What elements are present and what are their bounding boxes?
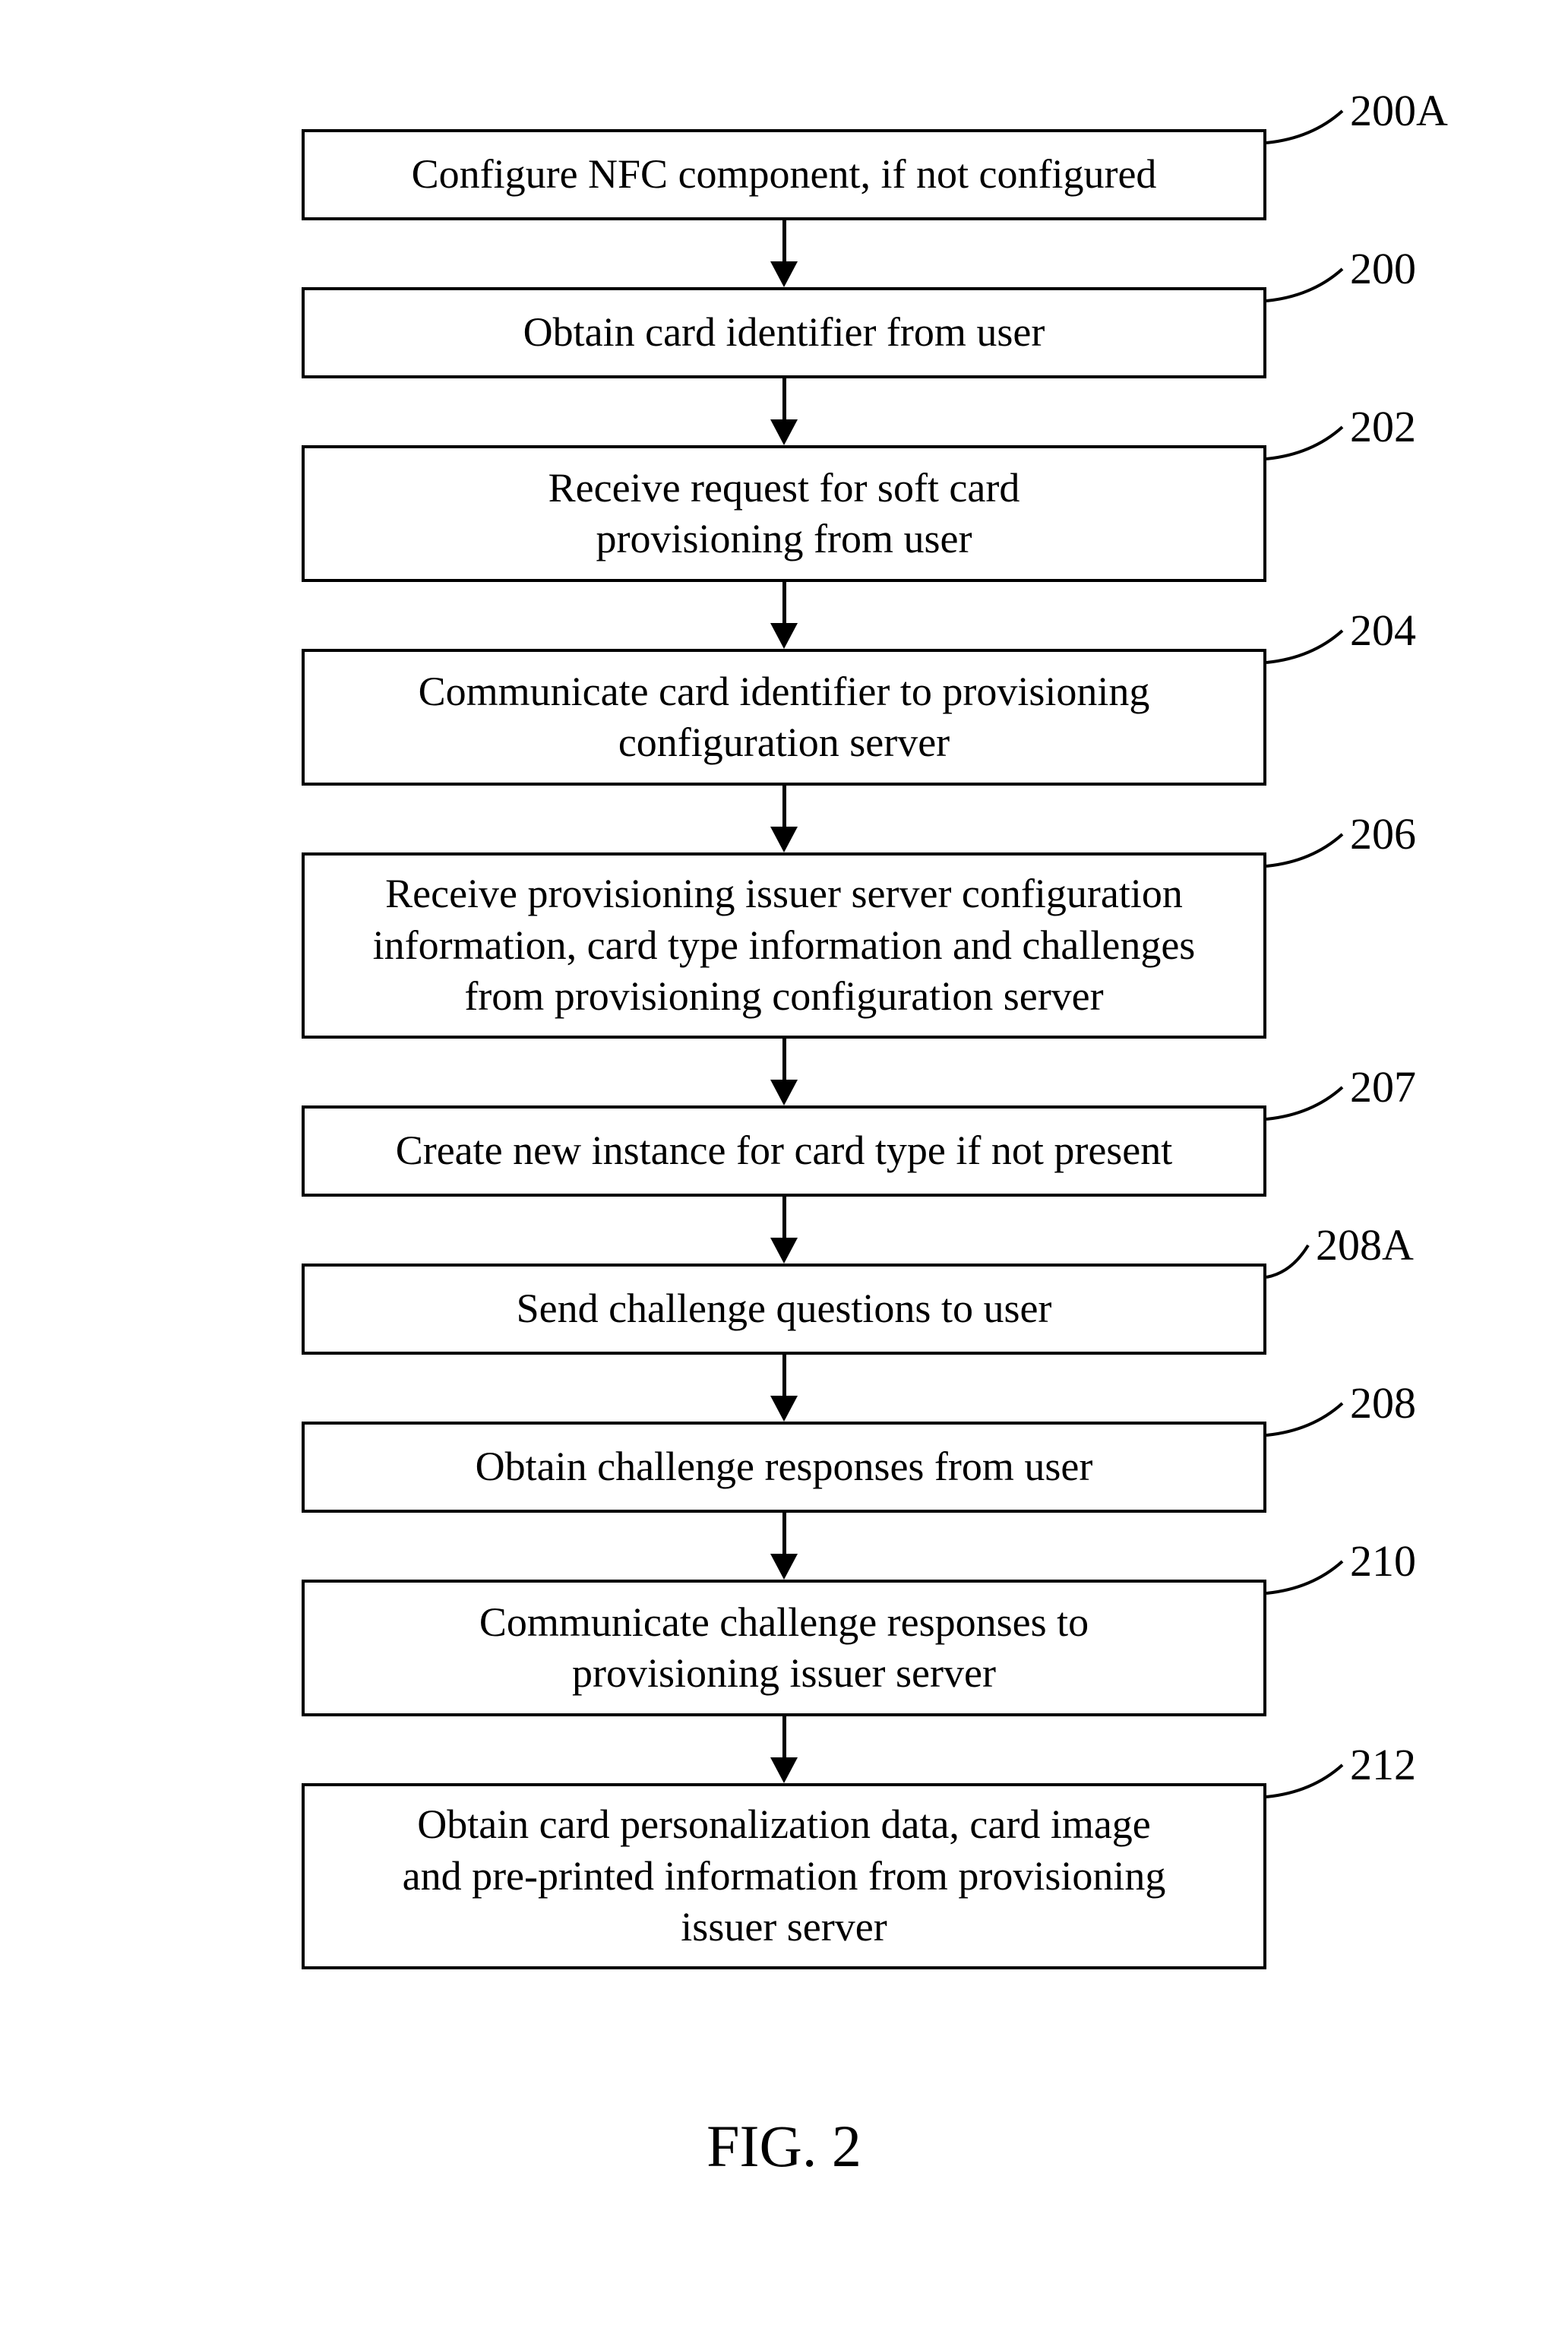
figure-label: FIG. 2 (707, 2112, 861, 2181)
page: Configure NFC component, if not configur… (0, 0, 1568, 2331)
flow-node-wrap: Obtain challenge responses from user208 (252, 1422, 1316, 1513)
flow-node-wrap: Receive provisioning issuer server confi… (252, 852, 1316, 1039)
leader-line (252, 264, 1468, 401)
node-ref-label: 202 (1350, 401, 1416, 452)
node-ref-label: 204 (1350, 605, 1416, 656)
node-ref-label: 200A (1350, 85, 1448, 136)
flow-node-wrap: Communicate challenge responses toprovis… (252, 1580, 1316, 1716)
flow-node-wrap: Create new instance for card type if not… (252, 1105, 1316, 1197)
leader-line (252, 626, 1468, 808)
flow-node-wrap: Send challenge questions to user208A (252, 1264, 1316, 1355)
flow-node-wrap: Obtain card identifier from user200 (252, 287, 1316, 378)
flow-node-wrap: Communicate card identifier to provision… (252, 649, 1316, 786)
node-ref-label: 207 (1350, 1061, 1416, 1112)
flow-node-wrap: Receive request for soft cardprovisionin… (252, 445, 1316, 582)
leader-line (252, 1557, 1468, 1739)
node-ref-label: 210 (1350, 1536, 1416, 1586)
leader-line (252, 106, 1468, 243)
leader-line (252, 1760, 1468, 1992)
flowchart: Configure NFC component, if not configur… (252, 129, 1316, 1969)
node-ref-label: 200 (1350, 243, 1416, 294)
node-ref-label: 208A (1316, 1219, 1414, 1270)
node-ref-label: 208 (1350, 1377, 1416, 1428)
leader-line (252, 422, 1468, 605)
leader-line (252, 1399, 1468, 1536)
leader-line (252, 1083, 1468, 1219)
leader-line (252, 830, 1468, 1061)
node-ref-label: 206 (1350, 808, 1416, 859)
flow-node-wrap: Configure NFC component, if not configur… (252, 129, 1316, 220)
flow-node-wrap: Obtain card personalization data, card i… (252, 1783, 1316, 1969)
node-ref-label: 212 (1350, 1739, 1416, 1790)
leader-line (252, 1241, 1468, 1377)
